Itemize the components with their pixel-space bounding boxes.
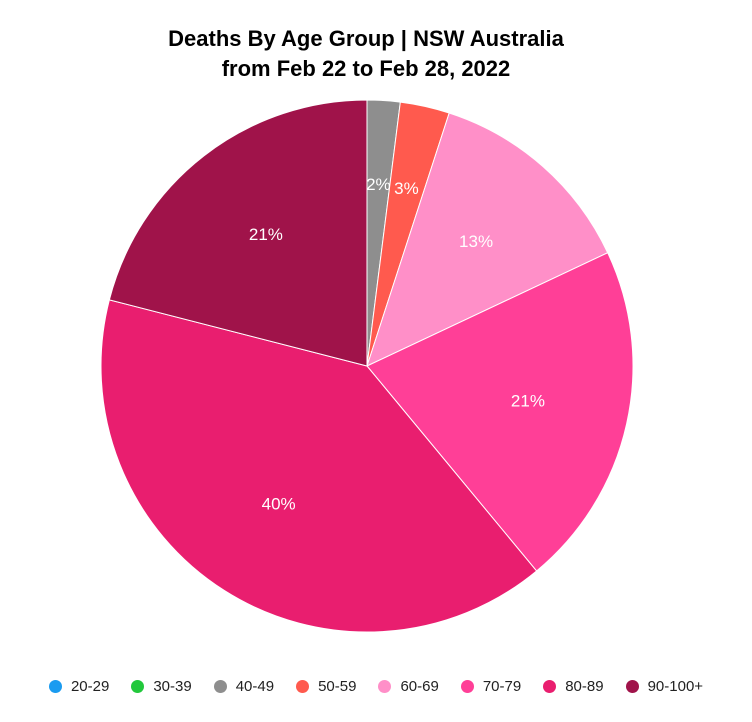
legend-label: 20-29 [70,678,110,695]
chart-title-line1: Deaths By Age Group | NSW Australia [168,26,564,51]
data-label-90-100+: 21% [249,225,283,244]
legend-swatch [543,680,557,693]
legend-item-60-69: 60-69 [378,678,439,695]
legend-swatch [625,680,639,693]
pie-slice-90-100+ [108,99,368,367]
legend-label: 70-79 [482,678,522,695]
legend-item-40-49: 40-49 [213,678,275,695]
data-label-60-69: 13% [459,232,493,251]
legend-label: 60-69 [400,678,439,695]
legend-item-70-79: 70-79 [460,678,522,695]
pie-slice-70-79 [366,252,634,572]
data-label-40-49: 2% [366,175,391,194]
data-label-50-59: 3% [394,179,419,198]
legend-item-20-29: 20-29 [48,678,110,695]
pie-chart: 2% 3% 13% 21% 40% 21% [100,99,634,633]
legend-swatch [213,680,227,693]
chart-legend: 20-29 30-39 40-49 50-59 60-69 70-79 80-89 90-10… [0,678,752,695]
legend-swatch [48,680,62,693]
legend-label: 50-59 [318,678,357,695]
pie-slice-80-89 [100,299,538,633]
legend-swatch [296,680,310,693]
legend-item-50-59: 50-59 [296,678,356,695]
chart-title: Deaths By Age Group | NSW Australia from… [0,24,732,84]
legend-swatch [460,680,474,693]
legend-item-90-100+: 90-100+ [625,678,704,695]
legend-item-80-89: 80-89 [543,678,604,695]
data-label-80-89: 40% [262,495,296,514]
legend-swatch [378,680,392,693]
data-label-70-79: 21% [511,391,545,410]
chart-subtitle: from Feb 22 to Feb 28, 2022 [221,56,511,81]
legend-swatch [131,680,145,693]
legend-label: 40-49 [235,678,275,695]
legend-item-30-39: 30-39 [131,678,192,695]
legend-label: 80-89 [565,678,604,695]
legend-label: 90-100+ [647,678,704,695]
legend-label: 30-39 [153,678,192,695]
pie-slice-60-69 [366,112,609,367]
